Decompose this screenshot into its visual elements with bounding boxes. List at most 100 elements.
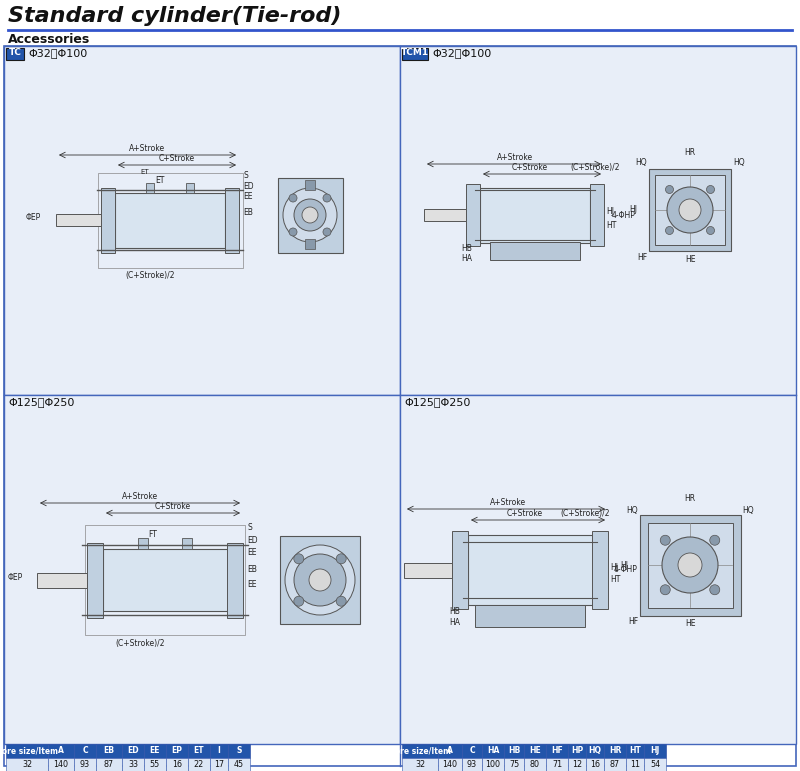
Text: HQ: HQ bbox=[626, 506, 638, 515]
Text: 33: 33 bbox=[128, 759, 138, 769]
Bar bbox=[228, 744, 250, 757]
Circle shape bbox=[660, 584, 670, 594]
Text: HP: HP bbox=[571, 746, 583, 756]
Circle shape bbox=[323, 194, 331, 202]
Text: I: I bbox=[218, 746, 221, 756]
Bar bbox=[98, 173, 243, 268]
Text: Accessories: Accessories bbox=[8, 33, 90, 46]
Bar bbox=[438, 757, 462, 771]
Text: S: S bbox=[243, 171, 248, 180]
Text: HJ: HJ bbox=[629, 206, 637, 214]
Bar bbox=[592, 531, 608, 609]
Bar bbox=[504, 744, 524, 757]
Bar bbox=[424, 209, 466, 221]
Bar bbox=[225, 188, 239, 253]
Text: 55: 55 bbox=[150, 759, 160, 769]
Text: EE: EE bbox=[247, 548, 257, 557]
Text: A+Stroke: A+Stroke bbox=[497, 153, 533, 162]
Bar bbox=[586, 744, 604, 757]
Bar bbox=[462, 757, 482, 771]
Text: (C+Stroke)/2: (C+Stroke)/2 bbox=[570, 163, 619, 172]
Text: ET: ET bbox=[194, 746, 204, 756]
Bar bbox=[590, 184, 604, 246]
Bar bbox=[74, 757, 96, 771]
Text: A+Stroke: A+Stroke bbox=[129, 144, 165, 153]
Circle shape bbox=[679, 199, 701, 221]
Bar bbox=[305, 239, 315, 249]
Circle shape bbox=[660, 535, 670, 545]
Text: Φ32～Φ100: Φ32～Φ100 bbox=[432, 48, 491, 58]
Circle shape bbox=[336, 596, 346, 606]
Text: C: C bbox=[82, 746, 88, 756]
Bar bbox=[101, 188, 115, 253]
Bar bbox=[74, 744, 96, 757]
Bar bbox=[48, 744, 74, 757]
Text: 17: 17 bbox=[214, 759, 224, 769]
Text: HT: HT bbox=[629, 746, 641, 756]
Bar bbox=[644, 744, 666, 757]
Bar bbox=[96, 744, 122, 757]
Text: 93: 93 bbox=[467, 759, 477, 769]
Bar bbox=[586, 757, 604, 771]
Bar bbox=[604, 744, 626, 757]
Text: HR: HR bbox=[685, 148, 695, 157]
Text: HE: HE bbox=[685, 255, 695, 264]
Bar bbox=[524, 744, 546, 757]
Bar bbox=[400, 46, 796, 395]
Text: FT: FT bbox=[149, 530, 158, 539]
Bar bbox=[480, 188, 590, 243]
Circle shape bbox=[336, 554, 346, 564]
Text: 93: 93 bbox=[80, 759, 90, 769]
Text: S: S bbox=[247, 523, 252, 532]
Text: C: C bbox=[469, 746, 475, 756]
Text: EB: EB bbox=[247, 565, 257, 574]
Bar bbox=[37, 573, 87, 588]
Bar bbox=[604, 757, 626, 771]
Text: ET: ET bbox=[140, 169, 149, 175]
Text: 140: 140 bbox=[54, 759, 69, 769]
Bar bbox=[182, 538, 192, 549]
Bar bbox=[4, 395, 400, 744]
Text: ED: ED bbox=[127, 746, 139, 756]
Text: HF: HF bbox=[551, 746, 563, 756]
Text: HR: HR bbox=[685, 494, 695, 503]
Circle shape bbox=[662, 537, 718, 593]
Bar bbox=[228, 757, 250, 771]
Text: (C+Stroke)/2: (C+Stroke)/2 bbox=[115, 639, 165, 648]
Text: A: A bbox=[58, 746, 64, 756]
Text: EE: EE bbox=[150, 746, 160, 756]
Bar bbox=[122, 744, 144, 757]
Text: 16: 16 bbox=[172, 759, 182, 769]
Text: HF: HF bbox=[628, 617, 638, 626]
Text: ET: ET bbox=[155, 176, 165, 185]
Circle shape bbox=[283, 188, 337, 242]
Circle shape bbox=[294, 554, 304, 564]
Text: 87: 87 bbox=[610, 759, 620, 769]
Bar bbox=[210, 757, 228, 771]
Circle shape bbox=[706, 186, 714, 194]
Bar bbox=[400, 395, 796, 744]
Bar bbox=[546, 744, 568, 757]
Bar bbox=[626, 744, 644, 757]
Text: HT: HT bbox=[610, 575, 620, 584]
Text: Bore size/Item: Bore size/Item bbox=[0, 746, 58, 756]
Bar bbox=[546, 757, 568, 771]
Text: EB: EB bbox=[243, 208, 253, 217]
Bar bbox=[85, 525, 245, 635]
Bar bbox=[524, 757, 546, 771]
Text: C+Stroke: C+Stroke bbox=[159, 154, 195, 163]
Bar bbox=[166, 744, 188, 757]
Text: 32: 32 bbox=[22, 759, 32, 769]
Text: HA: HA bbox=[487, 746, 499, 756]
Bar bbox=[144, 757, 166, 771]
Text: HJ: HJ bbox=[650, 746, 660, 756]
Bar bbox=[186, 183, 194, 193]
Text: HJ: HJ bbox=[620, 561, 628, 570]
Bar bbox=[404, 563, 452, 578]
Text: HB: HB bbox=[449, 607, 460, 616]
Bar bbox=[122, 757, 144, 771]
Text: 75: 75 bbox=[509, 759, 519, 769]
Circle shape bbox=[309, 569, 331, 591]
Bar bbox=[115, 193, 225, 248]
Text: 54: 54 bbox=[650, 759, 660, 769]
